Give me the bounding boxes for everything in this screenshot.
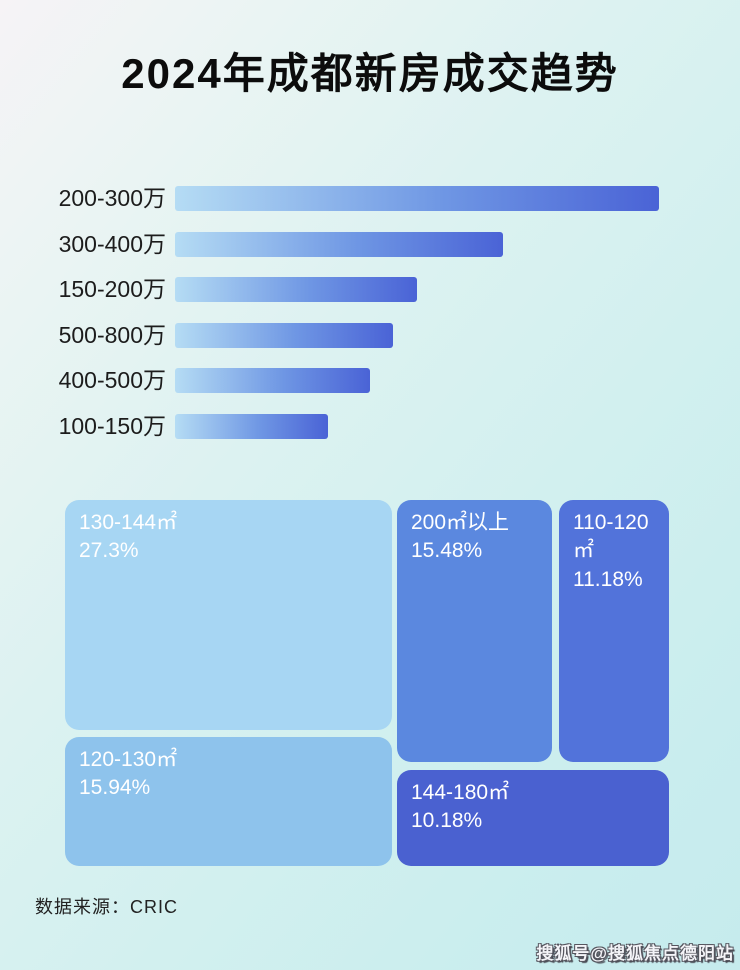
- tile-label: 130-144㎡: [79, 511, 178, 534]
- treemap-tile-110-120: 110-120㎡ 11.18%: [559, 500, 669, 762]
- tile-label: 120-130㎡: [79, 748, 178, 771]
- watermark: 搜狐号@搜狐焦点德阳站: [536, 944, 734, 963]
- treemap-tile-144-180: 144-180㎡ 10.18%: [397, 770, 669, 866]
- tile-percent: 27.3%: [79, 539, 139, 563]
- bar-label: 100-150万: [58, 413, 166, 439]
- bar-label: 200-300万: [58, 185, 166, 211]
- bar: [175, 232, 503, 257]
- treemap-tile-130-144: 130-144㎡ 27.3%: [65, 500, 392, 730]
- page-title: 2024年成都新房成交趋势: [121, 50, 619, 97]
- bar: [175, 414, 328, 439]
- data-source-note: 数据来源：CRIC: [35, 897, 178, 917]
- bar-row: 500-800万: [0, 323, 740, 348]
- treemap-tile-120-130: 120-130㎡ 15.94%: [65, 737, 392, 866]
- bar-row: 200-300万: [0, 186, 740, 211]
- tile-label: 110-120㎡: [573, 511, 649, 563]
- bar-label: 400-500万: [58, 367, 166, 393]
- bar-row: 400-500万: [0, 368, 740, 393]
- bar-label: 150-200万: [58, 276, 166, 302]
- tile-percent: 15.48%: [411, 539, 483, 563]
- tile-percent: 10.18%: [411, 809, 483, 833]
- bar: [175, 186, 659, 211]
- tile-percent: 11.18%: [573, 567, 643, 591]
- tile-percent: 15.94%: [79, 776, 151, 800]
- bar: [175, 323, 393, 348]
- bar-row: 300-400万: [0, 232, 740, 257]
- bar: [175, 368, 370, 393]
- bar-label: 500-800万: [58, 322, 166, 348]
- bar: [175, 277, 417, 302]
- bar-row: 150-200万: [0, 277, 740, 302]
- treemap-tile-200-plus: 200㎡以上 15.48%: [397, 500, 552, 762]
- tile-label: 200㎡以上: [411, 511, 510, 534]
- bar-row: 100-150万: [0, 414, 740, 439]
- tile-label: 144-180㎡: [411, 781, 510, 804]
- bar-label: 300-400万: [58, 231, 166, 257]
